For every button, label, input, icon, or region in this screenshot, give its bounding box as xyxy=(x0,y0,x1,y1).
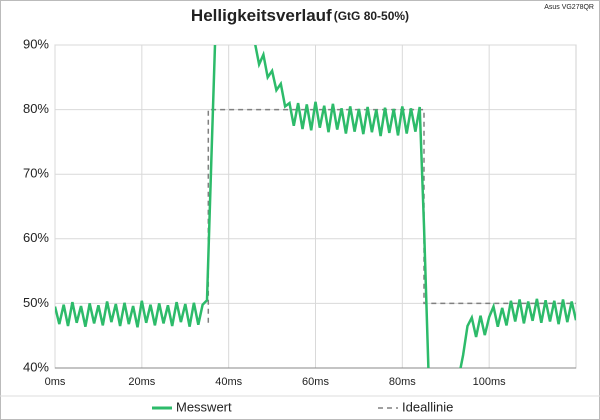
y-tick-label: 40% xyxy=(23,359,49,374)
y-tick-label: 60% xyxy=(23,230,49,245)
x-tick-label: 20ms xyxy=(128,376,155,388)
x-tick-label: 60ms xyxy=(302,376,329,388)
x-tick-label: 80ms xyxy=(389,376,416,388)
x-tick-label: 0ms xyxy=(45,376,66,388)
y-tick-label: 80% xyxy=(23,101,49,116)
legend-label: Messwert xyxy=(176,399,232,414)
title: Helligkeitsverlauf xyxy=(191,6,332,25)
y-tick-label: 70% xyxy=(23,166,49,181)
subtitle: (GtG 80-50%) xyxy=(334,9,409,23)
annotation: Asus VG278QR xyxy=(544,4,594,11)
x-tick-label: 40ms xyxy=(215,376,242,388)
legend-label: Ideallinie xyxy=(402,399,453,414)
y-tick-label: 50% xyxy=(23,295,49,310)
x-tick-label: 100ms xyxy=(473,376,507,388)
data-line xyxy=(55,45,576,368)
y-tick-label: 90% xyxy=(23,36,49,51)
chart-title: Helligkeitsverlauf (GtG 80-50%) xyxy=(191,6,409,25)
